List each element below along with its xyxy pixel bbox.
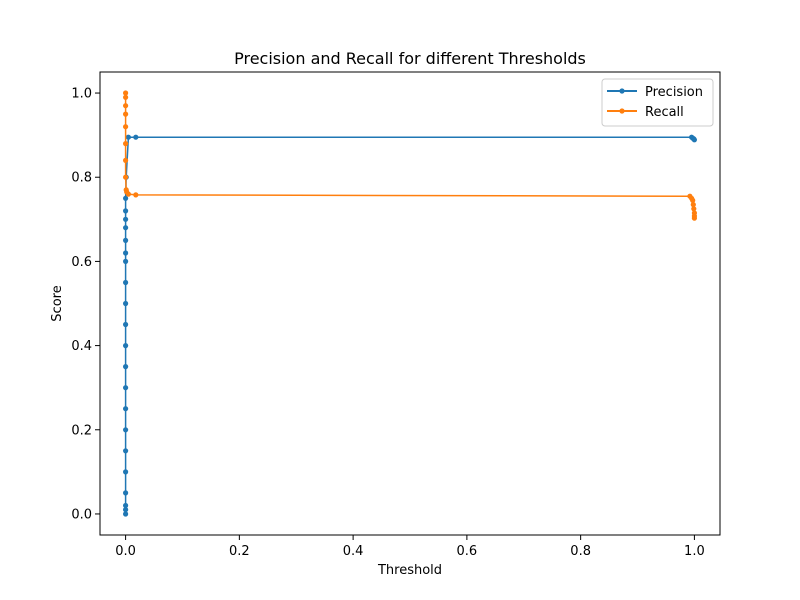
chart-title: Precision and Recall for different Thres… — [234, 49, 586, 68]
precision-point — [123, 250, 129, 256]
precision-point — [123, 216, 129, 222]
precision-point — [123, 300, 129, 307]
x-tick-label: 0.4 — [343, 544, 364, 559]
y-tick-label: 0.2 — [71, 423, 92, 438]
x-tick-label: 0.8 — [570, 544, 591, 559]
precision-point — [125, 134, 131, 140]
precision-point — [123, 364, 129, 370]
y-axis-label: Score — [50, 285, 65, 321]
recall-point — [123, 141, 129, 147]
precision-point — [123, 195, 129, 201]
precision-point — [123, 225, 129, 231]
recall-point — [123, 174, 129, 180]
x-axis-label: Threshold — [377, 563, 442, 578]
precision-point — [123, 448, 129, 454]
precision-point — [123, 427, 129, 433]
precision-point — [123, 321, 129, 328]
precision-point — [123, 385, 129, 391]
legend: Precision Recall — [601, 78, 714, 127]
precision-point — [123, 490, 129, 496]
recall-point — [123, 94, 129, 100]
recall-point — [123, 157, 129, 163]
legend-precision-label: Precision — [645, 85, 703, 100]
precision-point — [123, 343, 129, 349]
series-layer — [123, 90, 698, 517]
recall-point — [690, 202, 696, 208]
x-tick-label: 0.2 — [229, 544, 250, 559]
precision-point — [123, 507, 129, 513]
precision-point — [123, 469, 129, 475]
recall-point — [123, 90, 129, 96]
y-tick-label: 0.6 — [71, 255, 92, 270]
y-tick-label: 0.8 — [71, 171, 92, 186]
legend-precision-marker — [619, 88, 625, 94]
legend-recall-marker — [619, 108, 625, 114]
x-axis: 0.0 0.2 0.4 0.6 0.8 1.0 — [115, 535, 705, 559]
recall-point — [125, 191, 131, 197]
precision-point — [133, 134, 139, 140]
y-tick-label: 0.4 — [71, 339, 92, 354]
precision-point — [123, 502, 129, 509]
recall-point — [690, 197, 696, 203]
x-tick-label: 1.0 — [684, 544, 705, 559]
precision-point — [123, 258, 129, 264]
recall-point — [691, 215, 698, 221]
x-tick-label: 0.0 — [115, 544, 136, 559]
y-tick-label: 0.0 — [71, 507, 92, 522]
y-tick-label: 1.0 — [71, 87, 92, 102]
precision-line — [124, 136, 696, 514]
recall-point — [691, 206, 697, 212]
precision-point — [691, 137, 698, 143]
recall-point — [123, 103, 129, 109]
recall-point — [123, 124, 129, 130]
precision-point — [123, 279, 129, 286]
precision-point — [123, 208, 129, 214]
precision-point — [123, 511, 129, 517]
recall-point — [123, 111, 129, 117]
x-tick-label: 0.6 — [457, 544, 478, 559]
precision-point — [123, 406, 129, 412]
plot-frame — [99, 71, 721, 536]
legend-recall-label: Recall — [645, 105, 684, 120]
y-axis: 0.0 0.2 0.4 0.6 0.8 1.0 — [71, 87, 100, 522]
precision-point — [123, 237, 129, 243]
recall-point — [133, 192, 139, 198]
